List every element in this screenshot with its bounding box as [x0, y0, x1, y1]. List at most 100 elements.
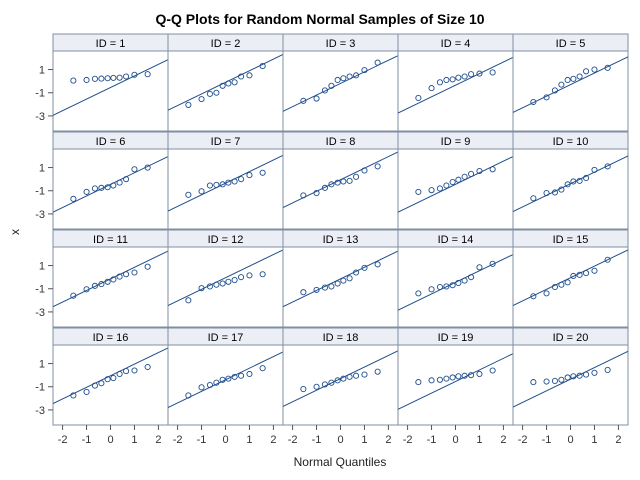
- data-point: [591, 166, 598, 173]
- x-tick-label: -2: [518, 434, 528, 446]
- data-point: [455, 176, 462, 183]
- data-point: [131, 166, 138, 173]
- data-point: [476, 70, 483, 77]
- data-point: [374, 59, 381, 66]
- panel-label: ID = 19: [438, 332, 474, 344]
- data-point: [576, 73, 583, 80]
- data-point: [489, 69, 496, 76]
- data-point: [576, 271, 583, 278]
- reference-line: [53, 156, 168, 213]
- data-point: [374, 163, 381, 170]
- data-point: [110, 276, 117, 283]
- y-axis-title: x: [8, 229, 22, 235]
- data-point: [476, 370, 483, 378]
- reference-line: [168, 249, 283, 307]
- x-tick-label: 2: [615, 434, 621, 446]
- data-point: [219, 376, 226, 383]
- data-point: [443, 182, 450, 189]
- data-point: [455, 373, 462, 380]
- data-point: [213, 181, 220, 188]
- data-point: [91, 382, 98, 389]
- x-tick-label: 2: [270, 434, 276, 446]
- data-point: [443, 375, 450, 382]
- data-point: [443, 76, 450, 84]
- data-point: [449, 178, 456, 186]
- data-point: [70, 392, 77, 399]
- panel-label: ID = 6: [96, 136, 126, 148]
- data-point: [468, 274, 475, 281]
- y-axis: 1 -1 -3 1 -1 -3 1 -1 -3 1 -1 -3: [35, 65, 53, 417]
- data-point: [361, 371, 368, 378]
- data-point: [443, 283, 450, 290]
- reference-line: [283, 151, 398, 209]
- panel-frame: [52, 50, 169, 132]
- data-point: [185, 101, 192, 108]
- data-point: [231, 178, 238, 185]
- reference-line: [513, 249, 628, 307]
- data-point: [144, 263, 151, 270]
- data-point: [116, 179, 123, 186]
- x-tick-label: 0: [567, 434, 573, 446]
- data-point: [206, 283, 213, 290]
- data-point: [604, 163, 611, 170]
- data-point: [346, 177, 353, 184]
- panel-label: ID = 13: [323, 234, 359, 246]
- data-point: [144, 164, 151, 171]
- data-point: [110, 74, 117, 81]
- data-point: [259, 365, 266, 372]
- data-point: [131, 71, 138, 78]
- data-point: [461, 173, 468, 180]
- panel-frame: [52, 148, 169, 230]
- reference-line: [398, 56, 513, 114]
- data-point: [489, 260, 496, 267]
- data-point: [123, 271, 130, 278]
- data-point: [558, 186, 565, 193]
- panel-label: ID = 20: [553, 332, 589, 344]
- data-point: [300, 97, 307, 104]
- panel: ID = 19: [397, 327, 514, 426]
- panel-label: ID = 4: [441, 38, 471, 50]
- data-point: [436, 283, 443, 291]
- data-point: [98, 184, 105, 191]
- panel-frame: [282, 344, 399, 426]
- panel: ID = 8: [282, 131, 399, 230]
- x-tick-label: 1: [476, 434, 482, 446]
- data-point: [198, 188, 205, 195]
- data-point: [415, 188, 422, 195]
- panel: ID = 5: [512, 33, 629, 132]
- data-point: [353, 372, 360, 379]
- panel-frame: [397, 50, 514, 132]
- panel: ID = 4: [397, 33, 514, 132]
- data-point: [551, 377, 558, 384]
- y-tick-label: -1: [35, 88, 45, 100]
- data-point: [98, 380, 105, 387]
- data-point: [543, 190, 550, 197]
- data-point: [206, 90, 213, 97]
- panel-frame: [512, 148, 629, 230]
- data-point: [110, 374, 117, 382]
- panel-frame: [512, 246, 629, 328]
- panel-label: ID = 10: [553, 136, 589, 148]
- y-tick-label: 1: [39, 65, 45, 77]
- reference-line: [283, 250, 398, 308]
- data-point: [583, 68, 590, 75]
- panel-frame: [52, 344, 169, 426]
- data-point: [91, 75, 98, 82]
- data-point: [476, 167, 483, 175]
- x-tick-label: 1: [131, 434, 137, 446]
- data-point: [468, 372, 475, 379]
- panel-frame: [397, 344, 514, 426]
- data-point: [340, 178, 347, 185]
- panel-label: ID = 9: [441, 136, 471, 148]
- panel-frame: [167, 246, 284, 328]
- data-point: [428, 286, 435, 293]
- data-point: [238, 274, 245, 281]
- data-point: [340, 375, 347, 382]
- data-point: [543, 378, 550, 385]
- y-tick-label: -3: [35, 209, 45, 221]
- panel: ID = 13: [282, 229, 399, 328]
- data-point: [576, 177, 583, 184]
- panel: ID = 6: [52, 131, 169, 230]
- y-tick-label: -1: [35, 382, 45, 394]
